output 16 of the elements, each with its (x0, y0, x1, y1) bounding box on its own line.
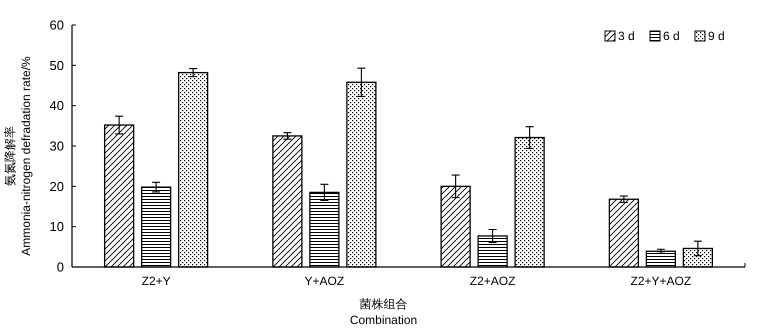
x-tick-label: Z2+AOZ (470, 274, 516, 288)
y-tick-label: 60 (50, 18, 64, 32)
x-tick-label: Y+AOZ (304, 274, 344, 288)
x-tick-label: Z2+Y (142, 274, 171, 288)
y-tick-label: 30 (50, 138, 64, 154)
y-tick-label: 50 (50, 58, 64, 73)
y-tick-label: 10 (50, 219, 64, 234)
legend-label: 6 d (663, 29, 680, 43)
y-axis-title: 氨氮降解率 Ammonia-nitrogen defradation rate/% (3, 56, 33, 256)
legend-label: 9 d (708, 29, 725, 43)
x-tick-label: Z2+Y+AOZ (630, 274, 692, 288)
legend-label: 3 d (618, 29, 635, 43)
y-tick-label: 0 (56, 260, 64, 274)
y-tick-label: 20 (50, 178, 64, 194)
x-axis-title: 菌株组合 Combination (350, 297, 418, 327)
y-tick-label: 40 (50, 98, 64, 114)
